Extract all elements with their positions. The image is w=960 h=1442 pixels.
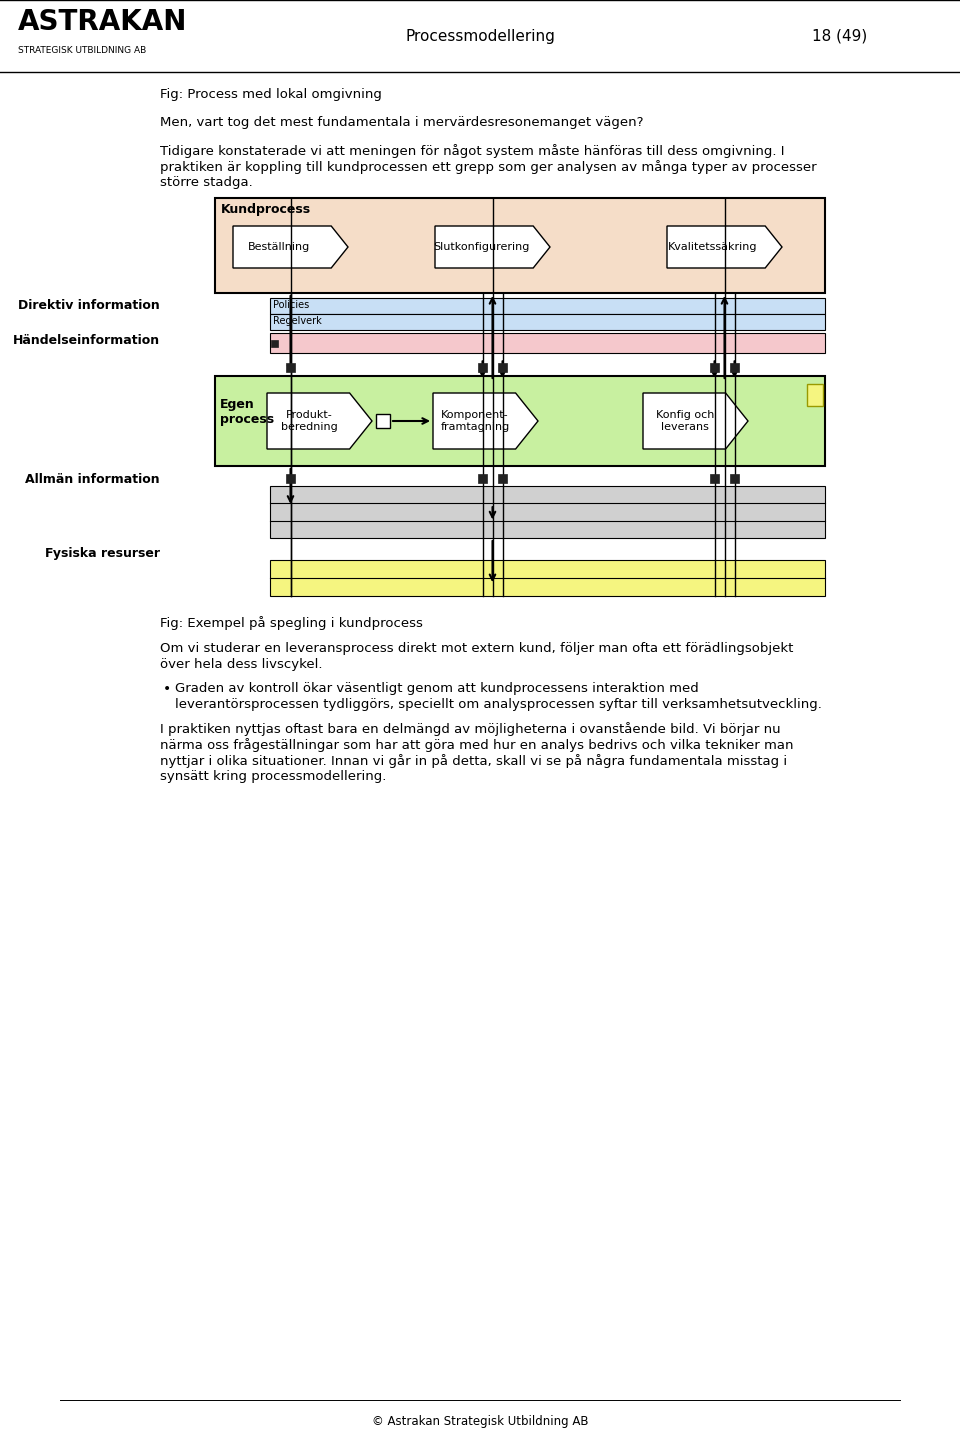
Text: Men, vart tog det mest fundamentala i mervärdesresonemanget vägen?: Men, vart tog det mest fundamentala i me… bbox=[160, 115, 643, 128]
Text: nyttjar i olika situationer. Innan vi går in på detta, skall vi se på några fund: nyttjar i olika situationer. Innan vi gå… bbox=[160, 754, 787, 769]
Text: Fig: Process med lokal omgivning: Fig: Process med lokal omgivning bbox=[160, 88, 382, 101]
Text: Fig: Exempel på spegling i kundprocess: Fig: Exempel på spegling i kundprocess bbox=[160, 616, 422, 630]
Bar bbox=[286, 473, 295, 483]
Bar bbox=[478, 362, 487, 372]
Text: större stadga.: större stadga. bbox=[160, 176, 252, 189]
Bar bbox=[498, 362, 507, 372]
Polygon shape bbox=[267, 394, 372, 448]
Bar bbox=[730, 362, 739, 372]
Text: Konfig och
leverans: Konfig och leverans bbox=[656, 410, 714, 431]
Text: Policies: Policies bbox=[273, 300, 309, 310]
Bar bbox=[498, 473, 507, 483]
Text: praktiken är koppling till kundprocessen ett grepp som ger analysen av många typ: praktiken är koppling till kundprocessen… bbox=[160, 160, 817, 174]
Text: leverantörsprocessen tydliggörs, speciellt om analysprocessen syftar till verksa: leverantörsprocessen tydliggörs, speciel… bbox=[175, 698, 822, 711]
Bar bbox=[807, 384, 823, 407]
Text: Produkt-
beredning: Produkt- beredning bbox=[280, 410, 337, 431]
Text: Egen
process: Egen process bbox=[220, 398, 275, 425]
Text: ASTRAKAN: ASTRAKAN bbox=[18, 9, 187, 36]
Bar bbox=[270, 298, 825, 314]
Text: 18 (49): 18 (49) bbox=[812, 29, 868, 43]
Bar bbox=[376, 414, 390, 428]
Text: Om vi studerar en leveransprocess direkt mot extern kund, följer man ofta ett fö: Om vi studerar en leveransprocess direkt… bbox=[160, 642, 793, 655]
Text: Fysiska resurser: Fysiska resurser bbox=[45, 547, 160, 559]
Polygon shape bbox=[433, 394, 538, 448]
Bar bbox=[478, 473, 487, 483]
Bar bbox=[730, 473, 739, 483]
Text: Regelverk: Regelverk bbox=[273, 316, 322, 326]
Text: Direktiv information: Direktiv information bbox=[18, 298, 160, 311]
Text: •: • bbox=[163, 682, 171, 696]
Bar bbox=[270, 314, 825, 330]
Bar bbox=[710, 362, 719, 372]
Text: Slutkonfigurering: Slutkonfigurering bbox=[433, 242, 529, 252]
Polygon shape bbox=[435, 226, 550, 268]
Polygon shape bbox=[667, 226, 782, 268]
Text: Kvalitetssäkring: Kvalitetssäkring bbox=[668, 242, 757, 252]
Bar bbox=[270, 559, 825, 596]
Text: Processmodellering: Processmodellering bbox=[405, 29, 555, 43]
Text: Allmän information: Allmän information bbox=[25, 473, 160, 486]
Text: Händelseinformation: Händelseinformation bbox=[12, 335, 160, 348]
Text: synsätt kring processmodellering.: synsätt kring processmodellering. bbox=[160, 770, 386, 783]
Text: Kundprocess: Kundprocess bbox=[221, 203, 311, 216]
Bar bbox=[710, 473, 719, 483]
Bar bbox=[215, 198, 825, 293]
Bar bbox=[215, 376, 825, 466]
Text: © Astrakan Strategisk Utbildning AB: © Astrakan Strategisk Utbildning AB bbox=[372, 1415, 588, 1428]
Text: över hela dess livscykel.: över hela dess livscykel. bbox=[160, 658, 323, 671]
Text: STRATEGISK UTBILDNING AB: STRATEGISK UTBILDNING AB bbox=[18, 46, 146, 55]
Text: Beställning: Beställning bbox=[248, 242, 310, 252]
Text: Komponent-
framtagning: Komponent- framtagning bbox=[441, 410, 510, 431]
Bar bbox=[286, 362, 295, 372]
Bar bbox=[271, 339, 277, 346]
Text: I praktiken nyttjas oftast bara en delmängd av möjligheterna i ovanstående bild.: I praktiken nyttjas oftast bara en delmä… bbox=[160, 722, 780, 735]
Text: Tidigare konstaterade vi att meningen för något system måste hänföras till dess : Tidigare konstaterade vi att meningen fö… bbox=[160, 144, 784, 159]
Text: Graden av kontroll ökar väsentligt genom att kundprocessens interaktion med: Graden av kontroll ökar väsentligt genom… bbox=[175, 682, 699, 695]
Polygon shape bbox=[643, 394, 748, 448]
Text: närma oss frågeställningar som har att göra med hur en analys bedrivs och vilka : närma oss frågeställningar som har att g… bbox=[160, 738, 794, 751]
Bar bbox=[270, 486, 825, 538]
Bar bbox=[270, 333, 825, 353]
Polygon shape bbox=[233, 226, 348, 268]
